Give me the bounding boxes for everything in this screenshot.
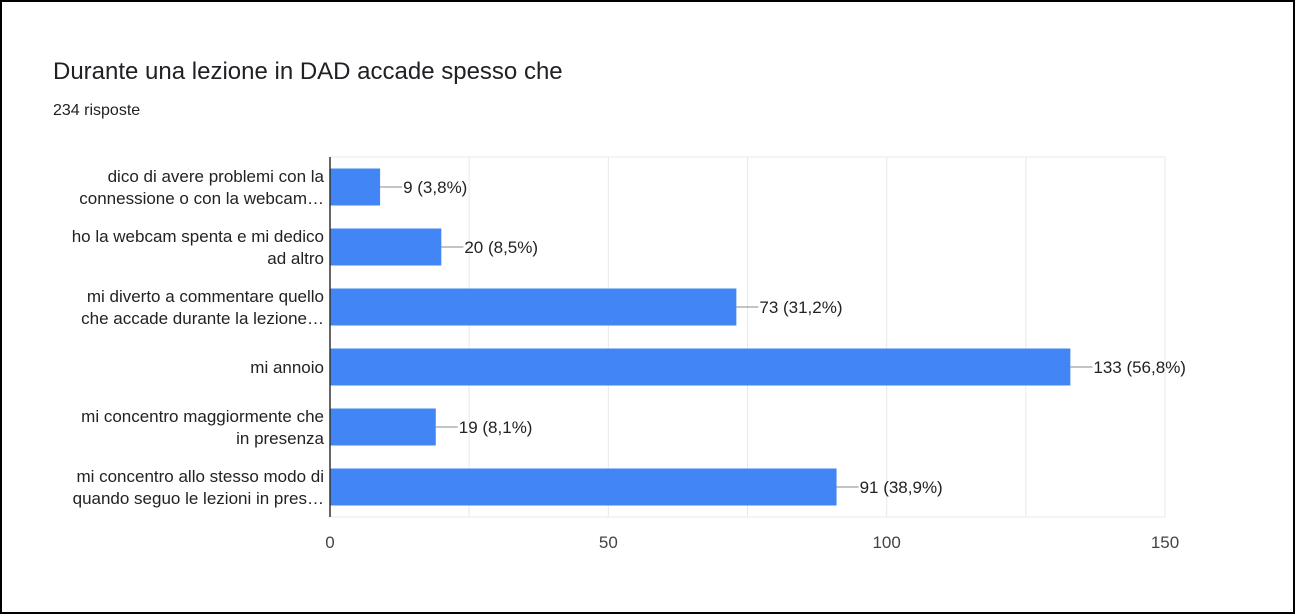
chart-title: Durante una lezione in DAD accade spesso… — [53, 58, 563, 85]
category-label: in presenza — [236, 429, 324, 448]
bar — [330, 468, 837, 506]
category-label: ho la webcam spenta e mi dedico — [72, 227, 324, 246]
category-label: ad altro — [267, 249, 324, 268]
category-label: mi annoio — [250, 358, 324, 377]
category-label: mi concentro maggiormente che — [81, 407, 324, 426]
category-label: dico di avere problemi con la — [108, 167, 325, 186]
category-label: connessione o con la webcam… — [79, 189, 324, 208]
bar — [330, 168, 381, 206]
x-tick-label: 100 — [872, 533, 900, 552]
x-tick-label: 0 — [325, 533, 334, 552]
value-label: 133 (56,8%) — [1093, 358, 1186, 377]
value-label: 20 (8,5%) — [464, 238, 538, 257]
axes: 0 50 100 150 — [325, 157, 1179, 552]
category-label: quando seguo le lezioni in pres… — [73, 489, 324, 508]
category-label: mi diverto a commentare quello — [87, 287, 324, 306]
x-tick-label: 150 — [1151, 533, 1179, 552]
gridlines — [330, 156, 1166, 518]
category-label: che accade durante la lezione… — [81, 309, 324, 328]
value-label: 73 (31,2%) — [759, 298, 842, 317]
x-tick-label: 50 — [599, 533, 618, 552]
bars — [330, 168, 1071, 506]
value-label: 91 (38,9%) — [860, 478, 943, 497]
labels: 9 (3,8%) dico di avere problemi con la con… — [72, 167, 1186, 508]
category-label: mi concentro allo stesso modo di — [76, 467, 324, 486]
bar — [330, 408, 436, 446]
bar — [330, 228, 442, 266]
value-label: 19 (8,1%) — [459, 418, 533, 437]
value-label: 9 (3,8%) — [403, 178, 467, 197]
bar — [330, 288, 737, 326]
response-count: 234 risposte — [53, 102, 141, 119]
bar — [330, 348, 1071, 386]
